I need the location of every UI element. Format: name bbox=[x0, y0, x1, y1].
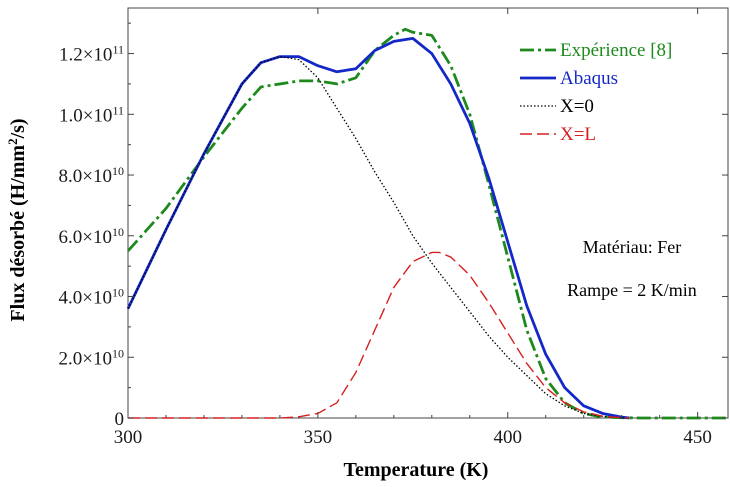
y-tick-label: 2.0×1010 bbox=[59, 346, 124, 369]
y-tick-label: 6.0×1010 bbox=[59, 225, 124, 248]
y-axis-title: Flux désorbé (H/mm2/s) bbox=[5, 118, 30, 321]
x-tick-label: 450 bbox=[683, 427, 712, 448]
annotation-material: Matériau: Fer bbox=[583, 237, 681, 257]
legend-label-abaqus: Abaqus bbox=[560, 68, 618, 89]
y-tick-label: 1.2×1011 bbox=[59, 43, 124, 66]
series-line-abaqus bbox=[126, 36, 630, 420]
plot-area bbox=[126, 7, 729, 420]
y-tick-label: 4.0×1010 bbox=[59, 286, 124, 309]
y-tick-label: 1.0×1011 bbox=[59, 103, 124, 126]
legend-label-x-0: X=0 bbox=[560, 96, 594, 117]
y-axis: 0 2.0×1010 4.0×1010 6.0×1010 8.0×1010 1.0×101… bbox=[59, 22, 728, 430]
annotation-ramp: Rampe = 2 K/min bbox=[567, 280, 697, 300]
legend: Expérience [8] Abaqus X=0 X=L bbox=[520, 40, 672, 145]
x-tick-label: 400 bbox=[493, 427, 522, 448]
x-tick-label: 300 bbox=[114, 427, 143, 448]
x-tick-label: 350 bbox=[304, 427, 333, 448]
y-tick-label: 8.0×1010 bbox=[59, 164, 124, 187]
y-axis-title-main: Flux désorbé (H/mm bbox=[7, 145, 29, 322]
legend-label-x-l: X=L bbox=[560, 124, 596, 145]
series-line-x-l bbox=[128, 251, 630, 419]
y-axis-title-tail: /s) bbox=[7, 118, 29, 139]
x-axis-title: Temperature (K) bbox=[344, 459, 489, 481]
series-line-exp-rience-8 bbox=[126, 27, 728, 420]
legend-label-exp-rience-8: Expérience [8] bbox=[560, 40, 672, 61]
y-tick-label: 0 bbox=[115, 409, 125, 430]
plot-frame bbox=[127, 7, 729, 419]
y-axis-title-sup: 2 bbox=[5, 138, 20, 145]
series-line-x-0 bbox=[127, 55, 630, 419]
x-axis: 300 350 400 450 bbox=[114, 8, 712, 448]
